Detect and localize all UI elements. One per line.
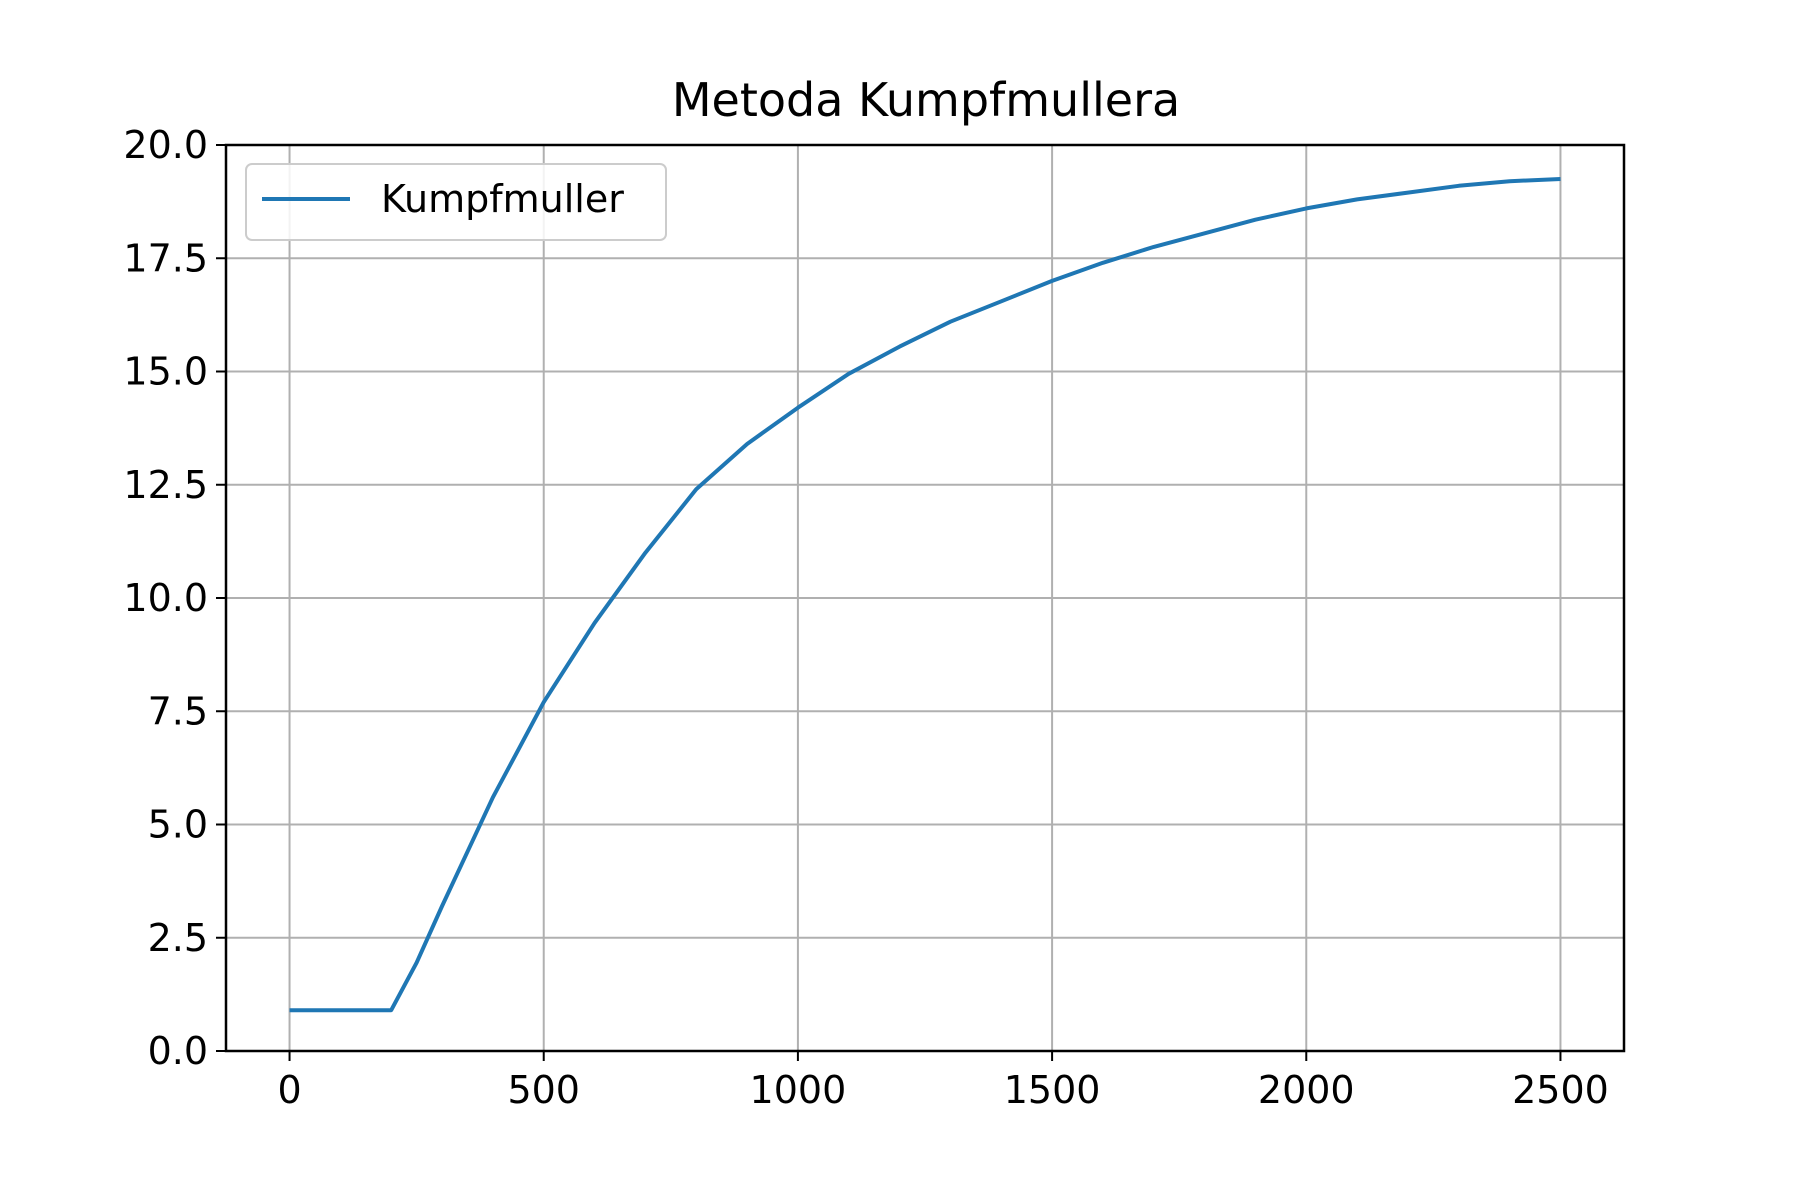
legend-label: Kumpfmuller	[381, 177, 624, 221]
series-layer	[289, 177, 1561, 1013]
x-tick-label: 2500	[1512, 1068, 1609, 1112]
legend: Kumpfmuller	[245, 163, 667, 241]
y-tick-label: 5.0	[148, 803, 208, 847]
x-tick-label: 1500	[1004, 1068, 1101, 1112]
x-tick-label: 2000	[1258, 1068, 1355, 1112]
series-line-0	[289, 177, 1561, 1013]
y-tick-label: 2.5	[148, 916, 208, 960]
x-tick-label: 1000	[750, 1068, 847, 1112]
y-tick-label: 20.0	[123, 123, 208, 167]
legend-box	[245, 163, 667, 241]
y-tick-label: 17.5	[123, 236, 208, 280]
y-tick-label: 0.0	[148, 1029, 208, 1073]
y-tick-label: 15.0	[123, 350, 208, 394]
ticks-layer: 0 500 1000 1500 2000 2500 0.0 2.5 5.0 7.5 10.0 12.5…	[123, 123, 1608, 1112]
chart-title: Metoda Kumpfmullera	[672, 73, 1180, 127]
y-tick-label: 7.5	[148, 689, 208, 733]
y-tick-label: 10.0	[123, 576, 208, 620]
x-tick-label: 0	[277, 1068, 301, 1112]
y-tick-label: 12.5	[123, 463, 208, 507]
x-tick-label: 500	[507, 1068, 580, 1112]
